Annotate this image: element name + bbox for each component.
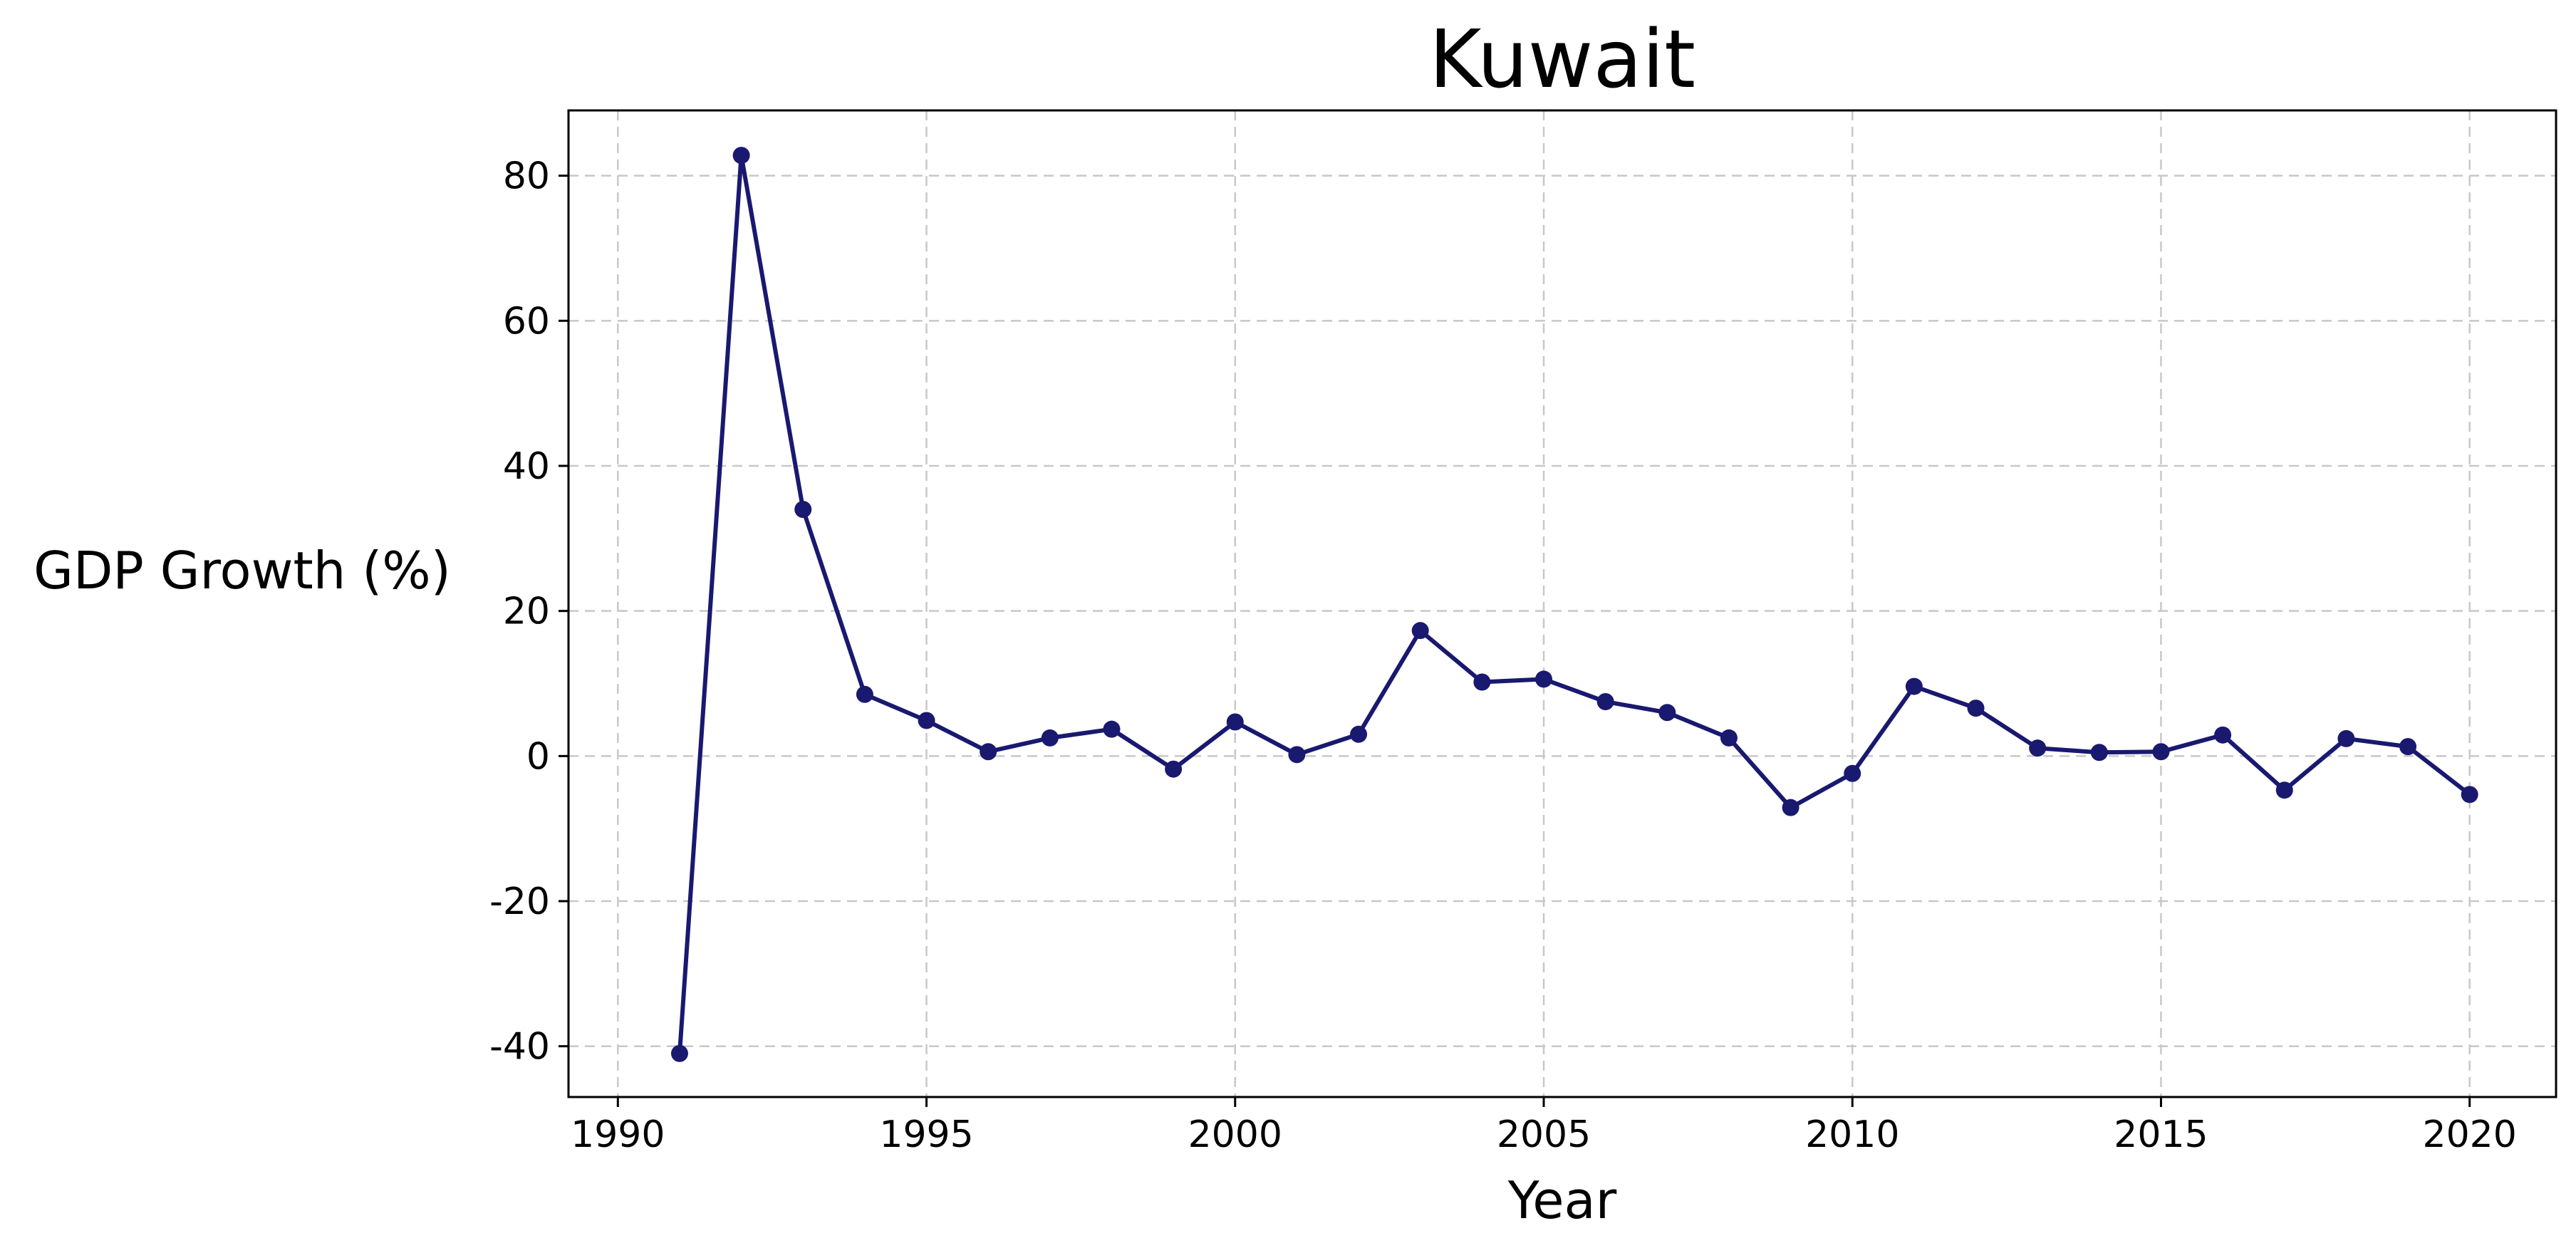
y-tick-label: 60 [503, 300, 550, 343]
data-point [732, 147, 750, 165]
data-point [794, 501, 812, 519]
data-point [2337, 729, 2355, 747]
x-tick-label: 2010 [1805, 1113, 1899, 1156]
grid-layer [568, 110, 2556, 1097]
data-point [2214, 726, 2232, 744]
x-tick-label: 1995 [879, 1113, 973, 1156]
data-point [1844, 764, 1861, 782]
data-point [1535, 670, 1553, 688]
plot-area-frame [567, 109, 2557, 1098]
x-axis-label: Year [1507, 1170, 1617, 1230]
y-tick-label: 20 [503, 591, 550, 633]
series-line [677, 153, 2472, 1056]
data-point [856, 685, 873, 703]
data-point [1041, 729, 1059, 747]
y-tick-label: 80 [503, 155, 550, 198]
data-point [670, 1044, 688, 1062]
data-point [2152, 743, 2170, 761]
x-tick-label: 2005 [1497, 1113, 1591, 1156]
data-point [1350, 725, 1368, 743]
data-point [1288, 746, 1306, 764]
x-tick-label: 2015 [2114, 1113, 2208, 1156]
tick-layer: 1990 1995 2000 2005 2010 2015 2020 -40 -20 0 20 40 6… [489, 155, 2517, 1156]
data-point [2461, 786, 2478, 804]
data-point [2090, 744, 2108, 761]
data-point [980, 743, 997, 761]
data-point [1720, 729, 1738, 747]
data-point [2275, 781, 2293, 799]
data-point [1165, 760, 1183, 778]
chart-title: Kuwait [1429, 14, 1695, 106]
data-point [1967, 700, 1985, 717]
y-tick-label: 40 [503, 445, 550, 488]
data-point [2399, 738, 2417, 756]
y-axis-label: GDP Growth (%) [33, 541, 451, 601]
x-tick-label: 2020 [2423, 1113, 2517, 1156]
data-point [1905, 677, 1923, 695]
data-point [1473, 673, 1491, 691]
data-point [2029, 739, 2047, 757]
y-tick-label: 0 [526, 735, 550, 778]
data-point [1103, 720, 1121, 738]
data-point [1226, 713, 1244, 731]
y-tick-label: -40 [489, 1026, 550, 1069]
series-layer [670, 147, 2478, 1062]
x-tick-label: 1990 [571, 1113, 665, 1156]
data-point [1658, 704, 1676, 722]
y-tick-label: -20 [489, 880, 550, 923]
data-point [1782, 799, 1799, 816]
data-point [1596, 692, 1614, 710]
data-point [918, 712, 935, 729]
x-tick-label: 2000 [1188, 1113, 1282, 1156]
data-point [1411, 622, 1429, 640]
